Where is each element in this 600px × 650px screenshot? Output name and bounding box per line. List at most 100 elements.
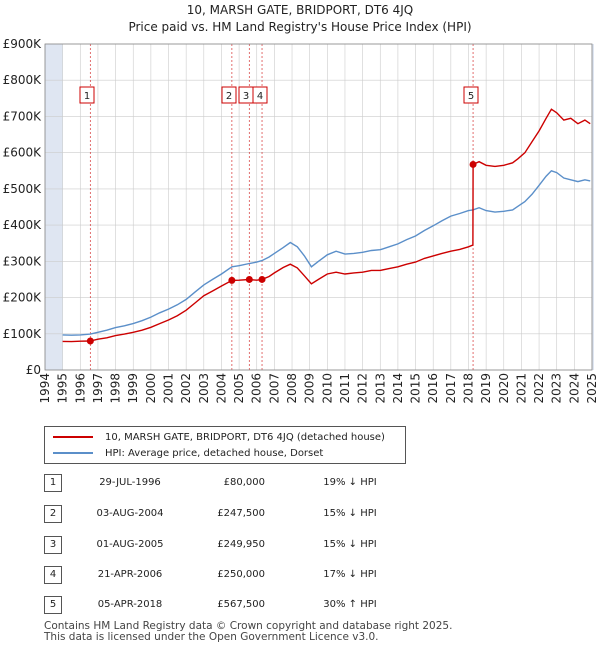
x-tick-label: 2008 [285,373,299,404]
transaction-row: 2 03-AUG-2004 £247,500 15% ↓ HPI [0,505,600,523]
x-tick-label: 2000 [144,373,158,404]
transaction-number: 4 [44,566,62,584]
x-tick-label: 2017 [444,373,458,404]
x-tick-label: 2002 [179,373,193,404]
x-tick-label: 2020 [497,373,511,404]
legend-item-hpi: HPI: Average price, detached house, Dors… [53,446,323,460]
x-tick-label: 1995 [56,373,70,404]
transaction-number: 2 [44,505,62,523]
x-tick-label: 2023 [550,373,564,404]
transaction-price: £80,000 [223,477,265,488]
footer-copyright: Contains HM Land Registry data © Crown c… [44,620,453,632]
footer: Contains HM Land Registry data © Crown c… [44,621,452,643]
y-tick-label: £0 [26,363,41,377]
transaction-date: 05-APR-2018 [97,599,163,610]
series-line-hpi [62,169,591,336]
y-tick-label: £600K [3,146,43,160]
x-tick-label: 1997 [91,373,105,404]
plot-area [45,44,592,370]
x-tick-label: 2012 [356,373,370,404]
y-tick-label: £400K [3,218,43,232]
x-tick-label: 1994 [38,373,52,404]
sale-point [228,276,236,284]
transaction-number: 3 [44,536,62,554]
x-tick-label: 2013 [373,373,387,404]
x-tick-label: 2016 [426,373,440,404]
plot-frame [44,43,593,371]
x-tick-label: 2011 [338,373,352,404]
x-tick-label: 2019 [479,373,493,404]
transaction-date: 21-APR-2006 [97,569,163,580]
legend-label-price: 10, MARSH GATE, BRIDPORT, DT6 4JQ (detac… [105,431,385,443]
y-tick-label: £700K [3,109,43,123]
y-tick-label: £500K [3,182,43,196]
sale-label-text: 2 [226,91,232,102]
transaction-number: 1 [44,474,62,492]
sale-label-text: 4 [257,91,263,102]
transaction-price: £250,000 [217,569,265,580]
sale-label-box [79,86,95,104]
y-tick-label: £100K [3,327,43,341]
transaction-row: 3 01-AUG-2005 £249,950 15% ↓ HPI [0,536,600,554]
legend: 10, MARSH GATE, BRIDPORT, DT6 4JQ (detac… [44,426,406,464]
transaction-date: 01-AUG-2005 [96,539,164,550]
transaction-hpi: 19% ↓ HPI [323,477,377,488]
x-tick-label: 2001 [162,373,176,404]
sale-label-box [221,86,237,104]
sale-label-text: 5 [468,91,474,102]
transaction-date: 29-JUL-1996 [99,477,161,488]
x-tick-label: 2003 [197,373,211,404]
x-tick-label: 2021 [514,373,528,404]
x-tick-label: 1999 [126,373,140,404]
y-tick-label: £300K [3,254,43,268]
series-line-price [62,108,591,343]
x-tick-label: 2024 [567,373,581,404]
sale-point [258,275,266,283]
chart-title: 10, MARSH GATE, BRIDPORT, DT6 4JQ [186,3,414,17]
price-chart: £0 £100K £200K £300K £400K £500K £600K £700K £80… [3,37,599,404]
sale-point [245,275,253,283]
x-tick-label: 2006 [250,373,264,404]
x-tick-label: 1998 [109,373,123,404]
legend-item-price: 10, MARSH GATE, BRIDPORT, DT6 4JQ (detac… [53,430,385,444]
y-tick-label: £800K [3,73,43,87]
x-tick-label: 2018 [461,373,475,404]
x-tick-label: 2014 [391,373,405,404]
x-tick-label: 2025 [585,373,599,404]
x-tick-label: 2015 [409,373,423,404]
shaded-region [592,44,594,370]
x-tick-label: 2007 [267,373,281,404]
x-tick-label: 1996 [73,373,87,404]
sale-label-text: 3 [243,91,249,102]
transaction-row: 5 05-APR-2018 £567,500 30% ↑ HPI [0,596,600,614]
y-tick-label: £900K [3,37,43,51]
y-tick-label: £200K [3,291,43,305]
transaction-price: £247,500 [217,508,265,519]
sale-label-box [252,86,268,104]
x-tick-label: 2009 [303,373,317,404]
x-tick-label: 2022 [532,373,546,404]
x-tick-label: 2010 [320,373,334,404]
chart-subtitle: Price paid vs. HM Land Registry's House … [128,20,472,34]
x-tick-label: 2005 [232,373,246,404]
legend-swatch-price [53,436,93,438]
sale-label-text: 1 [84,91,90,102]
transaction-hpi: 15% ↓ HPI [323,539,377,550]
sale-point [469,160,477,168]
sale-point [86,337,94,345]
footer-license: This data is licensed under the Open Gov… [44,631,379,643]
transaction-hpi: 15% ↓ HPI [323,508,377,519]
transaction-hpi: 30% ↑ HPI [323,599,377,610]
sale-label-box [463,86,479,104]
transaction-row: 4 21-APR-2006 £250,000 17% ↓ HPI [0,566,600,584]
legend-swatch-hpi [53,452,93,454]
legend-label-hpi: HPI: Average price, detached house, Dors… [105,447,324,459]
shaded-region [45,44,63,370]
transaction-hpi: 17% ↓ HPI [323,569,377,580]
transaction-number: 5 [44,596,62,614]
transaction-price: £249,950 [217,539,265,550]
transaction-row: 1 29-JUL-1996 £80,000 19% ↓ HPI [0,474,600,492]
transaction-date: 03-AUG-2004 [96,508,164,519]
transaction-price: £567,500 [217,599,265,610]
x-tick-label: 2004 [214,373,228,404]
